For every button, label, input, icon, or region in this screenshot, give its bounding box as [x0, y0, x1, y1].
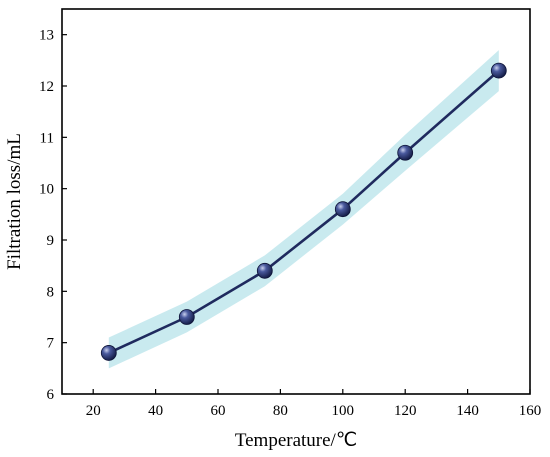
- x-tick-label: 20: [86, 403, 101, 419]
- data-point: [334, 201, 351, 218]
- y-tick-label: 11: [40, 130, 54, 146]
- x-tick-label: 80: [273, 403, 288, 419]
- y-tick-label: 12: [39, 79, 54, 95]
- marker-layer: [100, 62, 507, 361]
- x-tick-label: 120: [394, 403, 417, 419]
- y-tick-label: 13: [39, 28, 54, 44]
- x-tick-label: 100: [332, 403, 355, 419]
- y-tick-label: 6: [47, 387, 55, 403]
- y-tick-label: 9: [47, 233, 55, 249]
- y-axis-ticks: 6 7 8 9 10 11 12 13: [39, 28, 67, 403]
- y-tick-label: 8: [47, 284, 55, 300]
- confidence-band: [108, 50, 499, 369]
- confidence-band-layer: [108, 50, 499, 369]
- data-point: [256, 262, 273, 279]
- plot-frame: [61, 8, 531, 395]
- x-tick-label: 160: [519, 403, 542, 419]
- y-tick-label: 10: [39, 182, 54, 198]
- series-line: [108, 69, 500, 355]
- x-axis-title: Temperature/℃: [235, 430, 357, 451]
- data-point: [397, 144, 414, 161]
- x-tick-label: 140: [456, 403, 479, 419]
- data-point: [490, 62, 507, 79]
- y-tick-label: 7: [47, 336, 55, 352]
- data-point: [178, 309, 195, 325]
- y-axis-title: Filtration loss/mL: [4, 133, 25, 270]
- series-line-layer: [108, 69, 500, 355]
- data-point: [100, 345, 117, 361]
- x-tick-label: 60: [211, 403, 226, 419]
- x-axis-ticks: 20 40 60 80 100 120 140 160: [86, 389, 542, 419]
- x-tick-label: 40: [148, 403, 163, 419]
